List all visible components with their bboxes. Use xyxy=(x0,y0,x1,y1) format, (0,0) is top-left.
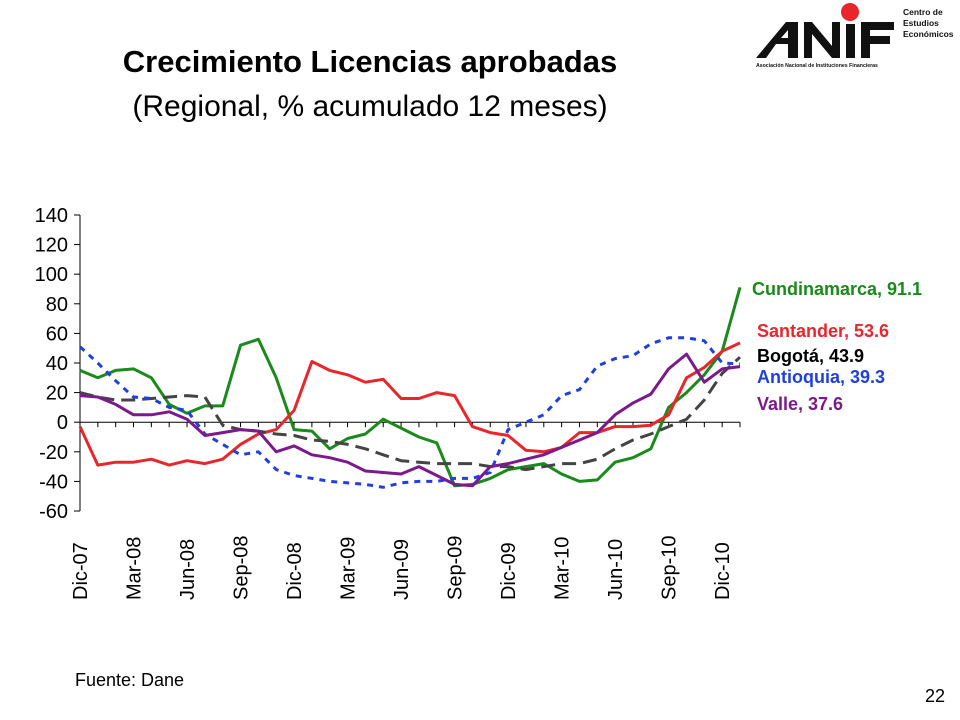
x-tick-label: Dic-08 xyxy=(284,542,306,600)
page-number: 22 xyxy=(925,686,946,706)
series-line-santander xyxy=(78,341,741,467)
x-tick-label: Dic-09 xyxy=(498,542,520,600)
series-label-valle: Valle, 37.6 xyxy=(757,394,843,414)
x-tick-label: Jun-10 xyxy=(605,539,627,600)
logo-letter-f xyxy=(861,22,894,58)
logo-letter-n xyxy=(804,22,840,58)
logo-letter-i xyxy=(846,24,855,58)
series-label-cundinamarca: Cundinamarca, 91.1 xyxy=(752,279,922,299)
y-tick-label: 20 xyxy=(46,383,68,405)
y-tick-label: 60 xyxy=(46,323,68,345)
x-tick-label: Jun-08 xyxy=(177,539,199,600)
x-tick-label: Mar-08 xyxy=(124,537,146,600)
y-tick-label: 80 xyxy=(46,294,68,316)
x-tick-label: Mar-09 xyxy=(338,537,360,600)
x-tick-label: Sep-09 xyxy=(445,536,467,601)
logo-red-dot xyxy=(841,3,859,21)
source-note: Fuente: Dane xyxy=(75,670,185,690)
series-line-cundinamarca xyxy=(79,286,742,488)
slide-subtitle: (Regional, % acumulado 12 meses) xyxy=(132,90,608,123)
logo-tagline: Asociación Nacional de Instituciones Fin… xyxy=(756,63,878,69)
y-tick-label: 100 xyxy=(35,264,68,286)
y-tick-label: -20 xyxy=(39,442,68,464)
series-label-bogot: Bogotá, 43.9 xyxy=(757,346,864,366)
y-tick-label: 140 xyxy=(35,205,68,227)
logo-side-text-1: Centro de xyxy=(903,7,943,17)
y-tick-label: 120 xyxy=(35,235,68,257)
logo-side-text-2: Estudios xyxy=(903,18,939,28)
y-tick-label: -40 xyxy=(39,471,68,493)
x-tick-label: Mar-10 xyxy=(552,537,574,600)
y-tick-label: 0 xyxy=(57,412,68,434)
logo-side-text-3: Económicos xyxy=(903,29,954,39)
x-tick-label: Dic-10 xyxy=(712,542,734,600)
slide-title: Crecimiento Licencias aprobadas xyxy=(122,44,618,79)
series-line-valle xyxy=(79,352,741,488)
x-tick-label: Jun-09 xyxy=(391,539,413,600)
anif-logo: Asociación Nacional de Instituciones Fin… xyxy=(756,3,954,69)
series-label-antioquia: Antioquia, 39.3 xyxy=(757,367,885,387)
x-tick-label: Dic-07 xyxy=(70,542,92,600)
x-tick-label: Sep-08 xyxy=(231,536,253,601)
series-line-bogot xyxy=(79,356,742,472)
series-label-santander: Santander, 53.6 xyxy=(757,321,889,341)
y-tick-label: -60 xyxy=(39,501,68,523)
series-line-antioquia xyxy=(78,336,741,489)
y-tick-label: 40 xyxy=(46,353,68,375)
x-tick-label: Sep-10 xyxy=(659,536,681,601)
